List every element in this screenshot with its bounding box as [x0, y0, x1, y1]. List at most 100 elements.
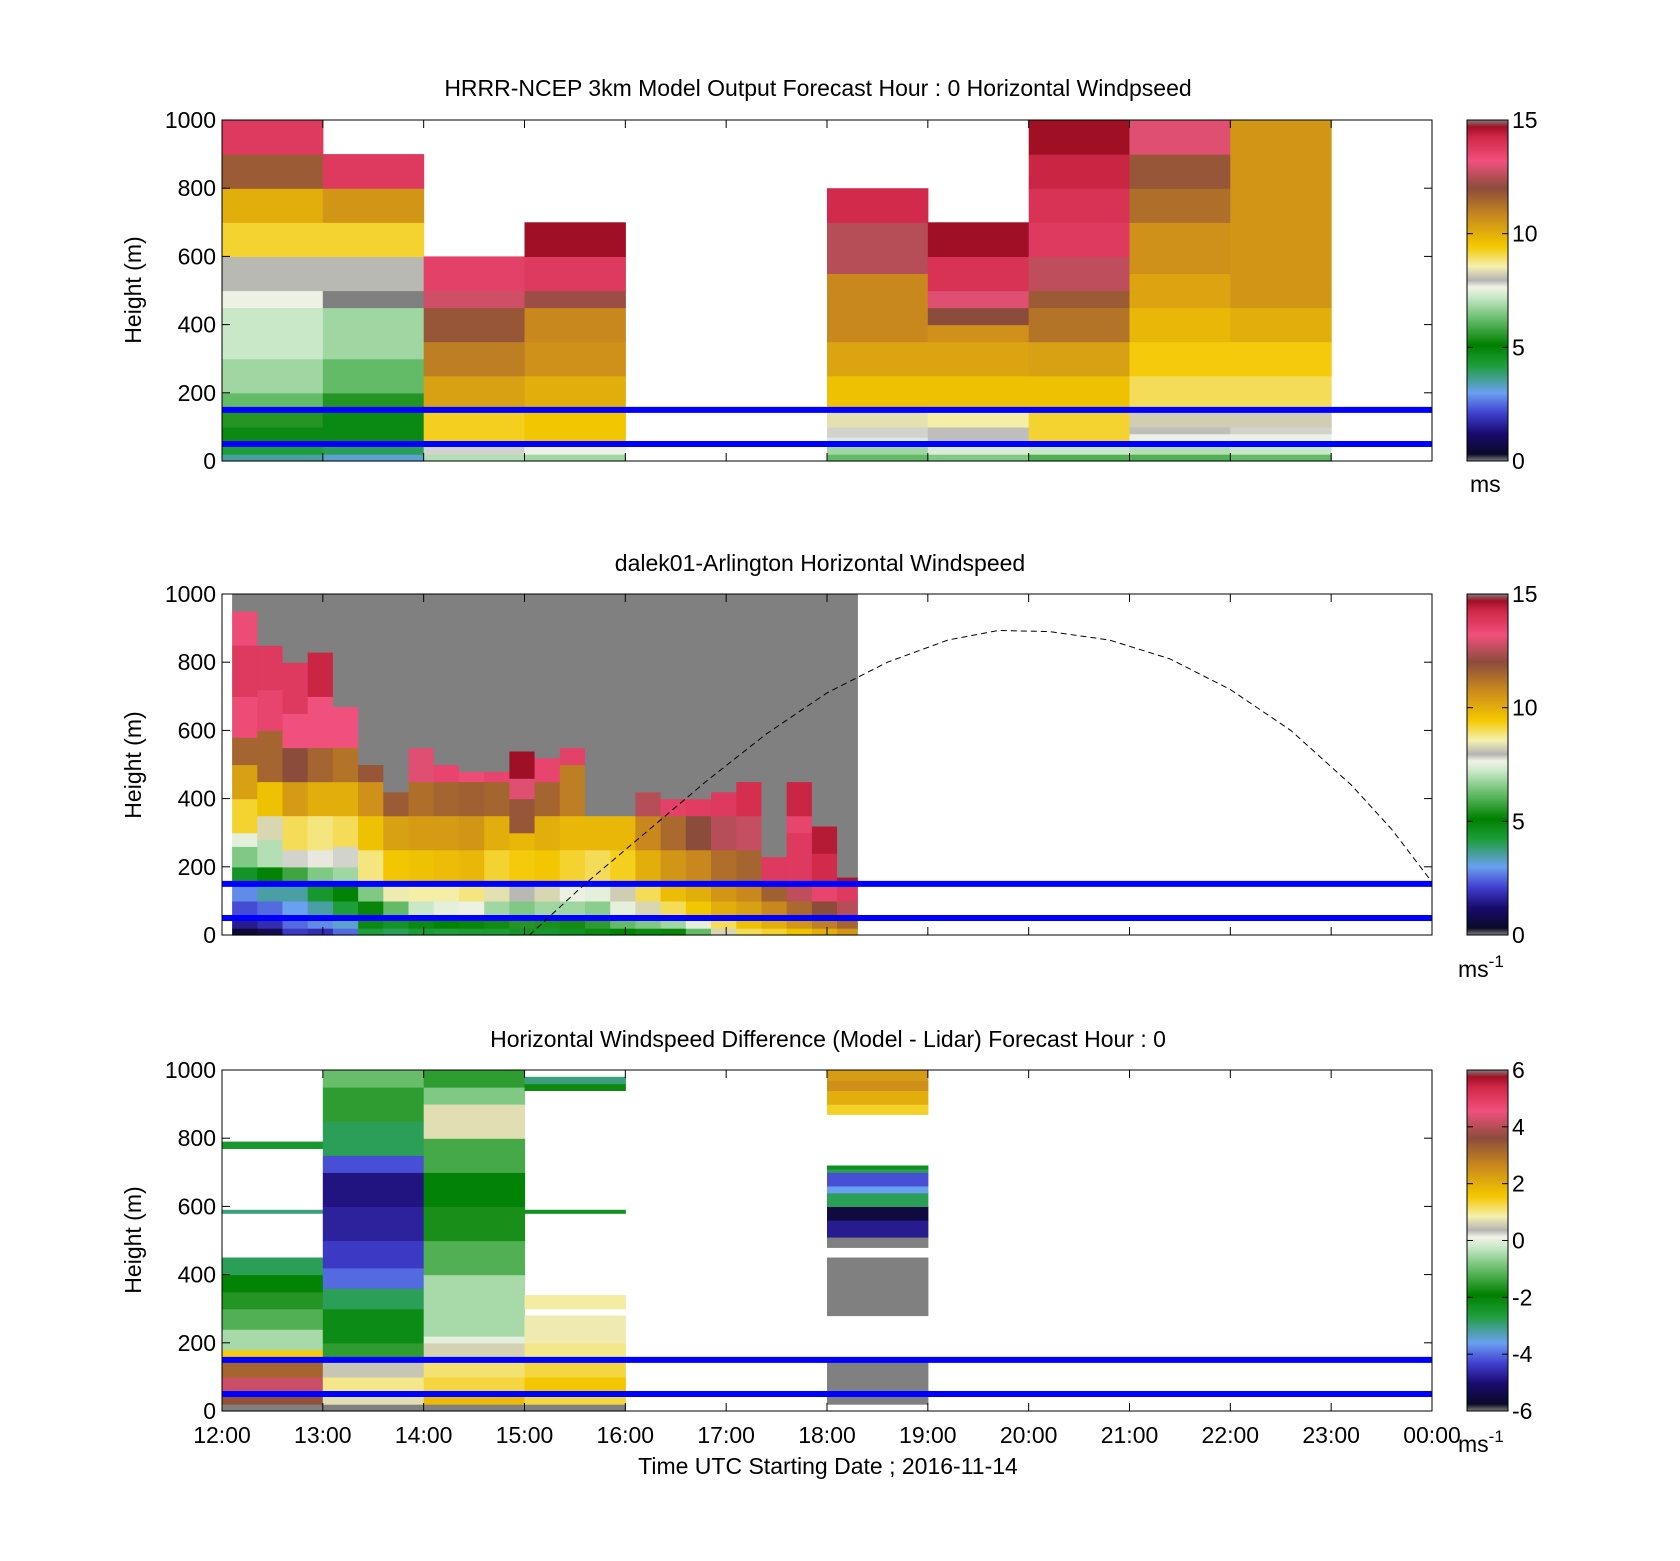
heatmap-cell — [786, 883, 813, 902]
heatmap-cell — [222, 256, 324, 292]
heatmap-cell — [761, 594, 788, 858]
heatmap-cell — [1028, 256, 1131, 292]
y-tick-label: 800 — [178, 649, 216, 675]
heatmap-cell — [1028, 188, 1131, 223]
heatmap-cell — [358, 928, 384, 936]
heatmap-cell — [827, 1359, 929, 1371]
colorbar-tick-label: 0 — [1512, 922, 1525, 948]
y-tick-label: 600 — [178, 243, 216, 269]
heatmap-cell — [232, 798, 258, 834]
heatmap-cell — [332, 781, 359, 817]
heatmap-cell — [322, 454, 425, 462]
heatmap-cell — [1129, 307, 1231, 343]
heatmap-cell — [711, 791, 737, 817]
heatmap-cell — [585, 594, 611, 783]
heatmap-cell — [827, 1080, 929, 1091]
heatmap-cell — [1129, 433, 1231, 445]
heatmap-cell — [222, 426, 324, 445]
heatmap-cell — [307, 866, 334, 885]
heatmap-cell — [524, 222, 626, 257]
heatmap-cell — [332, 900, 359, 916]
heatmap-cell — [1028, 290, 1131, 309]
y-tick-label: 400 — [178, 786, 216, 812]
heatmap-cell — [222, 358, 324, 394]
model-windspeed-panel: HRRR-NCEP 3km Model Output Forecast Hour… — [120, 75, 1538, 497]
heatmap-cell — [332, 846, 359, 868]
heatmap-cell — [811, 928, 838, 936]
heatmap-cell — [257, 883, 284, 902]
lidar-windspeed-panel: dalek01-Arlington Horizontal Windspeed 0… — [120, 550, 1538, 982]
heatmap-cell — [660, 883, 687, 902]
heatmap-cell — [585, 883, 611, 902]
heatmap-cell — [927, 256, 1030, 292]
x-tick-label: 17:00 — [697, 1422, 755, 1448]
heatmap-cell — [827, 1370, 929, 1392]
heatmap-cell — [282, 815, 309, 851]
heatmap-cell — [282, 928, 309, 936]
heatmap-cell — [610, 764, 636, 817]
heatmap-cell — [222, 454, 324, 462]
heatmap-cell — [383, 815, 410, 851]
y-tick-label: 400 — [178, 312, 216, 338]
heatmap-cell — [232, 737, 258, 766]
heatmap-cell — [322, 1070, 425, 1088]
heatmap-cell — [635, 791, 662, 817]
colorbar-tick-label: 6 — [1512, 1057, 1525, 1083]
colorbar-tick-label: 15 — [1512, 107, 1538, 133]
heatmap-cell — [322, 1342, 425, 1361]
heatmap-cell — [423, 1206, 526, 1242]
heatmap-cell — [383, 928, 410, 936]
heatmap-cell — [534, 849, 561, 885]
heatmap-cell — [585, 928, 611, 936]
heatmap-cell — [222, 1308, 324, 1330]
heatmap-cell — [423, 1274, 526, 1337]
heatmap-cell — [509, 849, 536, 885]
heatmap-cell — [423, 341, 526, 377]
heatmap-cell — [358, 849, 384, 885]
heatmap-cell — [736, 928, 763, 936]
y-tick-label: 1000 — [165, 581, 216, 607]
heatmap-cell — [827, 1070, 929, 1081]
heatmap-cell — [524, 1295, 626, 1310]
heatmap-cell — [322, 256, 425, 292]
heatmap-cell — [685, 928, 712, 936]
x-axis-label: Time UTC Starting Date ; 2016-11-14 — [638, 1453, 1018, 1479]
heatmap-cell — [282, 662, 309, 714]
heatmap-cell — [433, 849, 460, 885]
heatmap-cell — [423, 307, 526, 343]
heatmap-cell — [927, 426, 1030, 445]
lidar-colorbar-unit: ms-1 — [1458, 952, 1504, 982]
heatmap-cell — [1129, 443, 1231, 455]
model-axis-ticks: 0 200 400 600 800 1000 — [165, 107, 1433, 474]
heatmap-cell — [383, 849, 410, 885]
model-reference-lines — [222, 406, 1432, 447]
heatmap-cell — [408, 747, 435, 783]
difference-colorbar — [1466, 1069, 1509, 1412]
colorbar-tick-label: -6 — [1512, 1398, 1532, 1424]
heatmap-cell — [635, 594, 662, 793]
heatmap-cell — [322, 1240, 425, 1269]
heatmap-cell — [459, 849, 485, 885]
heatmap-cell — [635, 900, 662, 916]
heatmap-cell — [484, 594, 510, 772]
unit-text: ms — [1458, 956, 1489, 982]
colorbar-tick-label: 0 — [1512, 1228, 1525, 1254]
heatmap-cell — [827, 1237, 929, 1248]
heatmap-cell — [837, 928, 858, 936]
heatmap-cell — [307, 900, 334, 916]
unit-superscript: -1 — [1489, 1427, 1504, 1446]
colorbar-tick-label: 10 — [1512, 695, 1538, 721]
heatmap-cell — [232, 696, 258, 738]
heatmap-cell — [610, 900, 636, 916]
heatmap-cell — [1028, 341, 1131, 377]
heatmap-cell — [1129, 188, 1231, 223]
x-tick-label: 22:00 — [1202, 1422, 1260, 1448]
heatmap-cell — [509, 798, 536, 834]
heatmap-cell — [433, 883, 460, 902]
heatmap-cell — [736, 781, 763, 817]
heatmap-cell — [423, 1342, 526, 1361]
heatmap-cell — [257, 866, 284, 885]
heatmap-cell — [635, 928, 662, 936]
heatmap-cell — [1230, 426, 1332, 435]
heatmap-cell — [423, 1070, 526, 1088]
